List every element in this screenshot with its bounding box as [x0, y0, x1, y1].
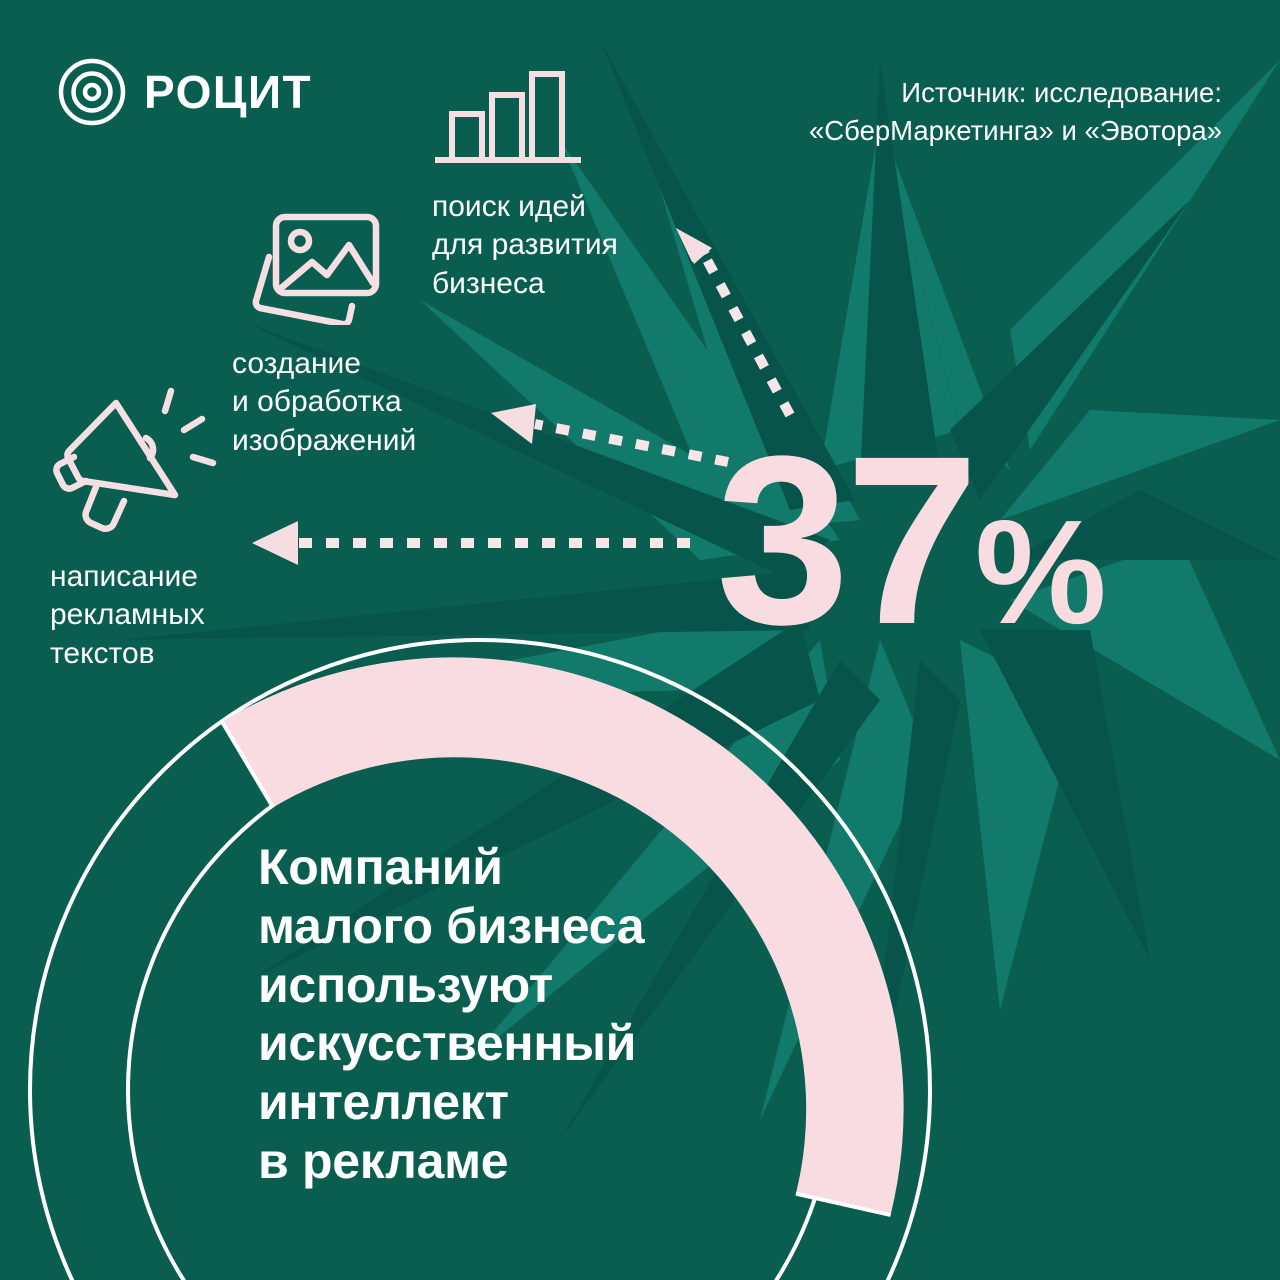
page-title: Компаний малого бизнеса используют искус… — [258, 839, 645, 1189]
stat-number: 37 — [716, 406, 979, 674]
brand-logo: РОЦИТ — [56, 56, 312, 128]
megaphone-icon — [53, 387, 217, 532]
logo-wordmark: РОЦИТ — [144, 66, 313, 118]
feature-copy: написание рекламных текстов — [50, 375, 230, 673]
stat-value: 37% — [716, 420, 1107, 660]
feature-images: создание и обработка изображений — [232, 205, 416, 460]
image-photo-icon — [252, 213, 380, 325]
stat-unit: % — [974, 490, 1107, 655]
feature-copy-label: написание рекламных текстов — [50, 560, 205, 670]
feature-ideas-label: поиск идей для развития бизнеса — [432, 190, 618, 300]
source-attribution: Источник: исследование: «СберМаркетинга»… — [809, 74, 1222, 150]
donut-chart — [28, 638, 932, 1280]
bullseye-target-icon — [58, 58, 126, 126]
source-line-1: Источник: исследование: — [901, 77, 1222, 108]
donut-track-outer-edge — [28, 638, 932, 1280]
donut-segment-37-percent — [222, 657, 904, 1215]
feature-images-label: создание и обработка изображений — [232, 347, 417, 457]
feature-ideas: поиск идей для развития бизнеса — [430, 62, 618, 303]
bar-chart-icon — [435, 71, 581, 163]
donut-segment-start-cap — [220, 720, 275, 809]
donut-segment-end-cap — [795, 1191, 892, 1217]
source-line-2: «СберМаркетинга» и «Эвотора» — [808, 114, 1222, 146]
